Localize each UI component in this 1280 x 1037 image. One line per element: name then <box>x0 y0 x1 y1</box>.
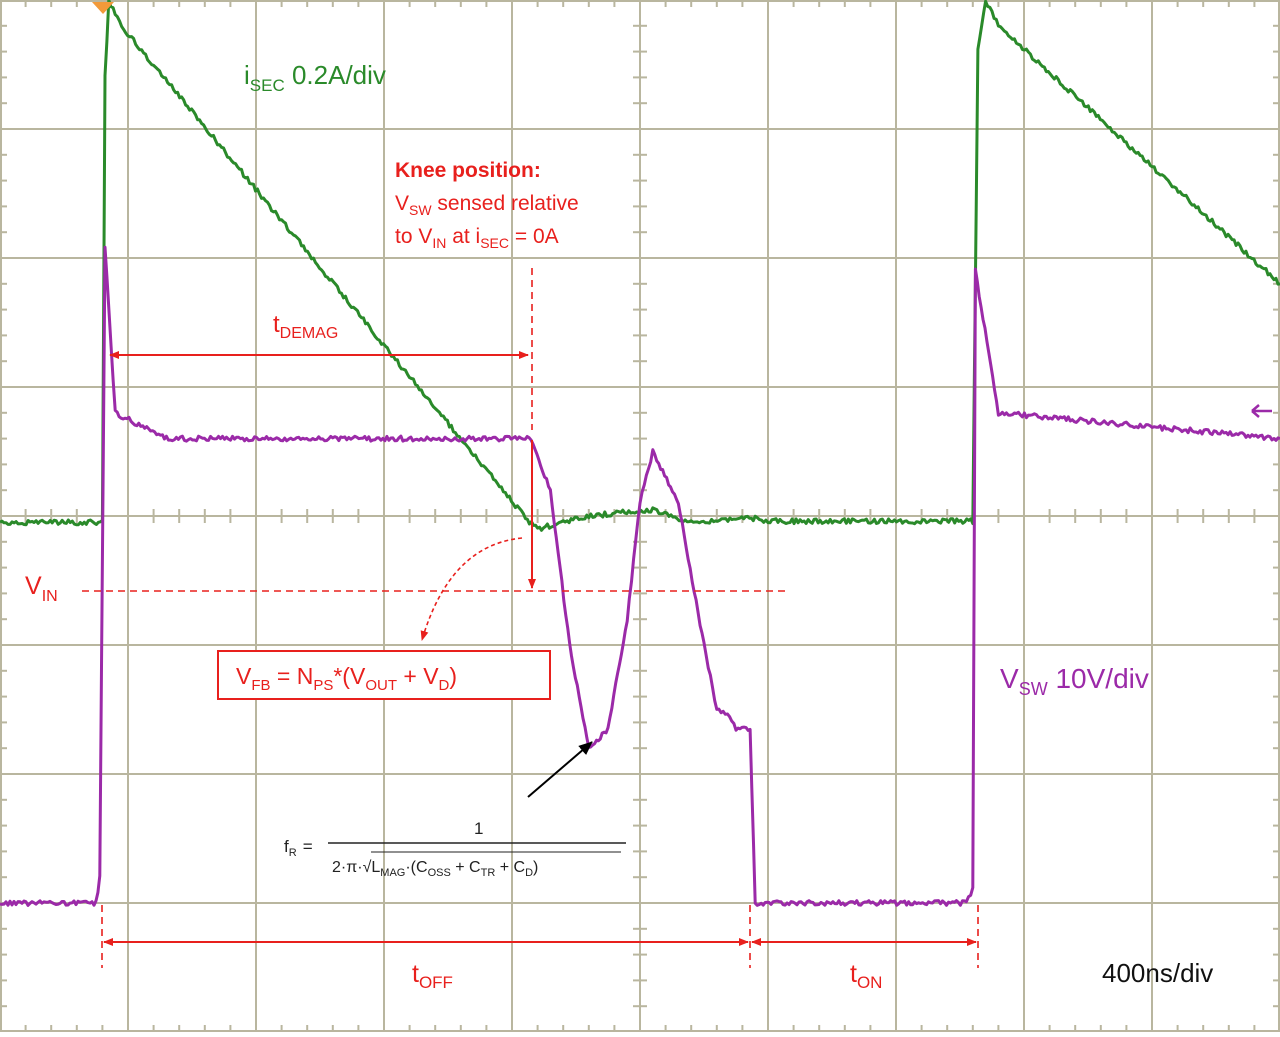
knee-line-2: VSW sensed relative <box>395 192 579 218</box>
vsw-label: VSW 10V/div <box>1000 663 1149 699</box>
knee-title: Knee position: <box>395 159 541 182</box>
resonance-frequency-formula: fR = 1 2·π·√LMAG·(COSS + CTR + CD) <box>284 819 626 879</box>
vfb-curved-arrow <box>422 538 522 640</box>
resonance-arrow <box>528 742 592 797</box>
annotation-lines <box>82 2 1272 968</box>
vin-label: VIN <box>25 572 58 605</box>
formula-denominator: 2·π·√LMAG·(COSS + CTR + CD) <box>332 859 538 879</box>
formula-numerator: 1 <box>474 819 483 838</box>
knee-line-3: to VIN at iSEC = 0A <box>395 225 559 251</box>
toff-label: tOFF <box>412 960 453 992</box>
formula-lhs: fR = <box>284 837 313 859</box>
ground-reference-marker <box>1252 405 1272 417</box>
ton-label: tON <box>850 960 882 992</box>
isec-label: iSEC 0.2A/div <box>244 60 386 95</box>
time-per-div-label: 400ns/div <box>1102 958 1213 988</box>
tdemag-label: tDEMAG <box>273 311 338 342</box>
